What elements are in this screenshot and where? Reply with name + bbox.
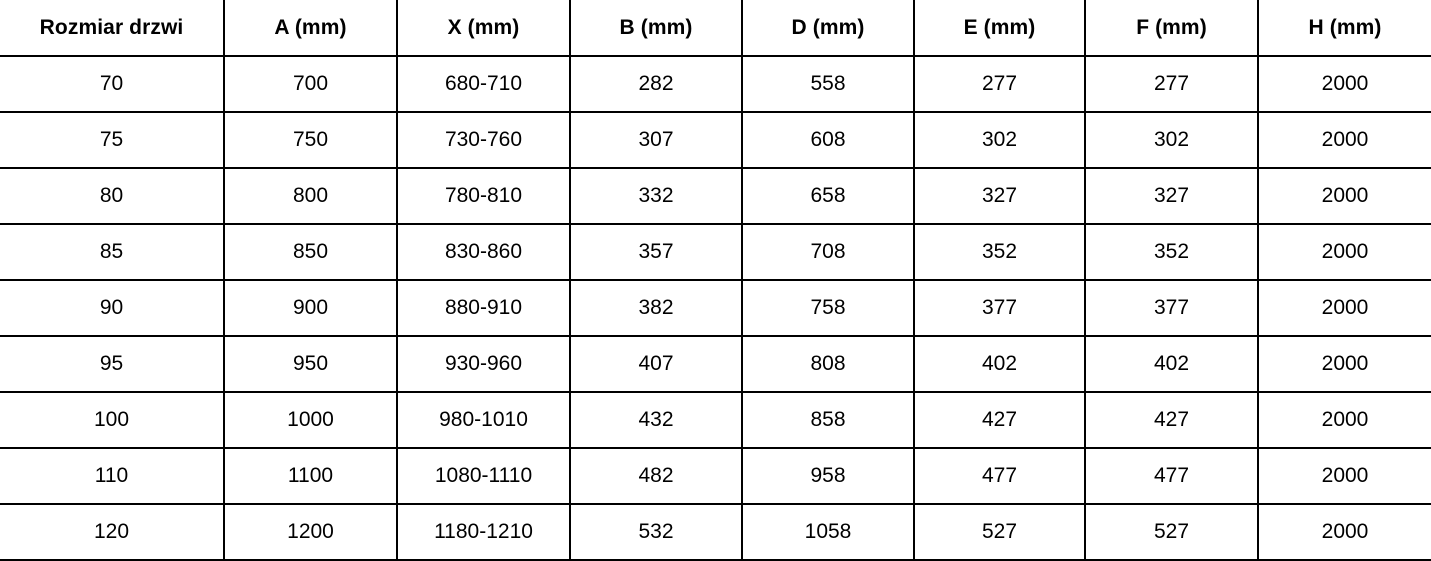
cell-h: 2000 (1257, 168, 1431, 225)
cell-x: 1180-1210 (396, 504, 570, 561)
cell-a: 850 (223, 224, 397, 281)
cell-door-size: 110 (0, 448, 224, 505)
cell-f: 402 (1084, 336, 1258, 393)
cell-h: 2000 (1257, 336, 1431, 393)
cell-a: 1200 (223, 504, 397, 561)
cell-h: 2000 (1257, 224, 1431, 281)
cell-f: 427 (1084, 392, 1258, 449)
cell-f: 327 (1084, 168, 1258, 225)
column-header-d: D (mm) (741, 0, 914, 57)
table-row: 120 1200 1180-1210 532 1058 527 527 2000 (0, 504, 1431, 561)
cell-e: 527 (913, 504, 1085, 561)
cell-door-size: 70 (0, 56, 224, 113)
cell-x: 880-910 (396, 280, 570, 337)
cell-x: 680-710 (396, 56, 570, 113)
cell-d: 1058 (741, 504, 914, 561)
cell-b: 357 (569, 224, 742, 281)
cell-e: 377 (913, 280, 1085, 337)
cell-a: 750 (223, 112, 397, 169)
cell-b: 332 (569, 168, 742, 225)
table-row: 85 850 830-860 357 708 352 352 2000 (0, 224, 1431, 281)
cell-x: 980-1010 (396, 392, 570, 449)
table-row: 100 1000 980-1010 432 858 427 427 2000 (0, 392, 1431, 449)
cell-f: 377 (1084, 280, 1258, 337)
cell-x: 930-960 (396, 336, 570, 393)
cell-d: 858 (741, 392, 914, 449)
column-header-door-size: Rozmiar drzwi (0, 0, 224, 57)
cell-e: 402 (913, 336, 1085, 393)
cell-door-size: 100 (0, 392, 224, 449)
table-row: 80 800 780-810 332 658 327 327 2000 (0, 168, 1431, 225)
cell-x: 1080-1110 (396, 448, 570, 505)
cell-door-size: 90 (0, 280, 224, 337)
cell-f: 477 (1084, 448, 1258, 505)
cell-x: 730-760 (396, 112, 570, 169)
cell-door-size: 95 (0, 336, 224, 393)
column-header-x: X (mm) (396, 0, 570, 57)
cell-d: 758 (741, 280, 914, 337)
column-header-b: B (mm) (569, 0, 742, 57)
cell-e: 327 (913, 168, 1085, 225)
column-header-e: E (mm) (913, 0, 1085, 57)
table-header-row: Rozmiar drzwi A (mm) X (mm) B (mm) D (mm… (0, 0, 1431, 57)
cell-d: 958 (741, 448, 914, 505)
column-header-h: H (mm) (1257, 0, 1431, 57)
cell-h: 2000 (1257, 280, 1431, 337)
cell-door-size: 80 (0, 168, 224, 225)
cell-b: 432 (569, 392, 742, 449)
cell-h: 2000 (1257, 392, 1431, 449)
cell-h: 2000 (1257, 56, 1431, 113)
cell-x: 780-810 (396, 168, 570, 225)
cell-a: 1000 (223, 392, 397, 449)
table-row: 90 900 880-910 382 758 377 377 2000 (0, 280, 1431, 337)
cell-x: 830-860 (396, 224, 570, 281)
cell-d: 608 (741, 112, 914, 169)
cell-h: 2000 (1257, 504, 1431, 561)
cell-a: 700 (223, 56, 397, 113)
cell-b: 282 (569, 56, 742, 113)
column-header-f: F (mm) (1084, 0, 1258, 57)
cell-h: 2000 (1257, 112, 1431, 169)
cell-f: 277 (1084, 56, 1258, 113)
cell-door-size: 75 (0, 112, 224, 169)
column-header-a: A (mm) (223, 0, 397, 57)
cell-b: 532 (569, 504, 742, 561)
cell-a: 800 (223, 168, 397, 225)
table-row: 70 700 680-710 282 558 277 277 2000 (0, 56, 1431, 113)
cell-a: 950 (223, 336, 397, 393)
cell-e: 277 (913, 56, 1085, 113)
cell-f: 352 (1084, 224, 1258, 281)
cell-h: 2000 (1257, 448, 1431, 505)
cell-d: 708 (741, 224, 914, 281)
cell-b: 382 (569, 280, 742, 337)
cell-d: 658 (741, 168, 914, 225)
cell-f: 302 (1084, 112, 1258, 169)
table-row: 110 1100 1080-1110 482 958 477 477 2000 (0, 448, 1431, 505)
cell-e: 302 (913, 112, 1085, 169)
cell-f: 527 (1084, 504, 1258, 561)
cell-d: 558 (741, 56, 914, 113)
table-row: 95 950 930-960 407 808 402 402 2000 (0, 336, 1431, 393)
cell-e: 477 (913, 448, 1085, 505)
cell-b: 407 (569, 336, 742, 393)
cell-e: 352 (913, 224, 1085, 281)
table-row: 75 750 730-760 307 608 302 302 2000 (0, 112, 1431, 169)
cell-b: 307 (569, 112, 742, 169)
cell-b: 482 (569, 448, 742, 505)
cell-d: 808 (741, 336, 914, 393)
cell-door-size: 120 (0, 504, 224, 561)
cell-door-size: 85 (0, 224, 224, 281)
cell-e: 427 (913, 392, 1085, 449)
cell-a: 900 (223, 280, 397, 337)
cell-a: 1100 (223, 448, 397, 505)
